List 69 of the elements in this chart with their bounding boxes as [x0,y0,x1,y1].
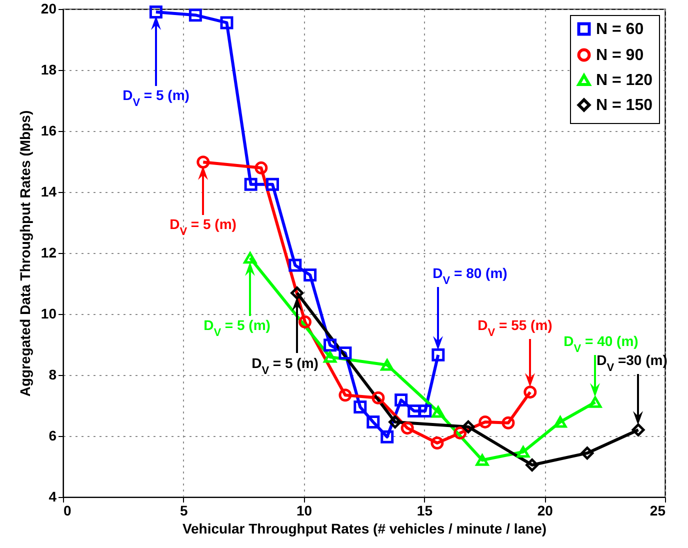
point [462,420,475,434]
y-tick-label: 4 [48,488,57,504]
point [418,404,432,418]
point [244,252,257,264]
x-tick-label: 5 [180,502,188,518]
annotation: D$_{V}$ = 40 (m) [564,333,638,355]
point [266,178,279,191]
point [400,422,414,435]
point [324,338,337,352]
annotation: D$_{V}$ = 5 (m) [204,317,270,339]
point [220,16,234,30]
annotation: D$_{V}$ = 5 (m) [170,216,236,238]
point [338,346,352,360]
point [290,286,304,300]
x-axis-title: Vehicular Throughput Rates (# vehicles / minute / lane) [182,520,547,536]
y-tick-label: 12 [40,244,57,260]
point [478,415,492,428]
point [354,400,367,414]
y-tick-label: 6 [48,428,57,444]
point [288,258,302,272]
point [588,396,602,408]
y-axis-title: Aggregated Data Throughput Rates (Mbps) [16,110,33,397]
point [554,416,567,428]
point [432,348,445,362]
point [394,394,408,407]
annotation: D$_{V}$ = 5 (m) [252,355,318,377]
point [430,436,444,450]
point [304,268,317,282]
point [524,386,537,399]
y-tick-label: 8 [48,366,57,382]
point [254,161,268,174]
point [380,359,394,371]
x-tick-label: 25 [650,502,666,518]
point [366,415,380,428]
y-tick-label: 16 [40,122,57,138]
point [324,351,337,363]
x-tick-label: 10 [296,502,312,518]
point [476,454,489,466]
annotation: D$_{V}$ = 55 (m) [478,317,552,339]
point [188,8,202,22]
annotation: D$_{V}$ = 5 (m) [122,87,190,109]
x-tick-label: 0 [64,502,72,518]
point [516,446,530,458]
y-tick-label: 10 [40,306,57,322]
point [526,458,539,472]
annotation: D$_{V}$ = 80 (m) [432,265,508,287]
x-tick-label: 20 [537,502,554,518]
legend-label: N = 120 [596,72,653,89]
y-tick-label: 20 [40,0,57,16]
point [372,391,385,404]
point [380,430,394,444]
point [580,446,594,460]
point [338,388,352,402]
legend-label: N = 60 [596,21,644,38]
point [196,156,210,169]
point [388,415,402,428]
point [298,315,312,328]
point [454,426,467,440]
point [408,404,421,418]
x-tick-label: 15 [416,502,433,518]
point [432,406,445,418]
legend-label: N = 90 [596,47,644,64]
y-tick-label: 18 [40,62,57,78]
point [502,416,515,430]
y-tick-label: 14 [40,184,57,200]
point [244,178,258,191]
point [149,6,162,19]
legend-label: N = 150 [596,97,653,114]
point [632,423,645,436]
